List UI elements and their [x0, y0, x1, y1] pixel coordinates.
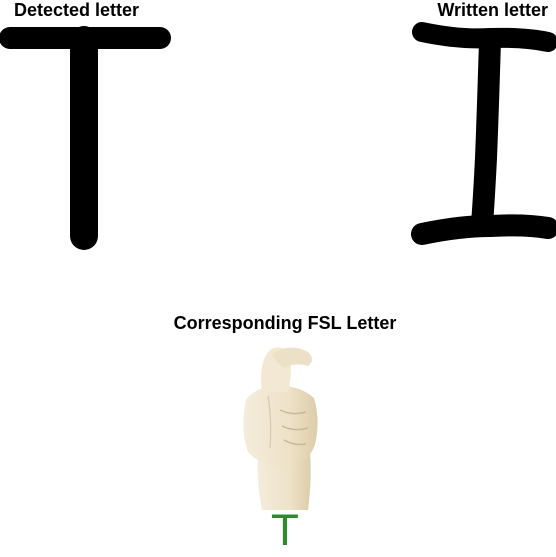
fsl-letter-heading: Corresponding FSL Letter [173, 313, 397, 333]
written-letter-glyph [411, 22, 556, 245]
fsl-caption-letter: T [272, 506, 298, 555]
fsl-hand-sign-t-icon [243, 347, 318, 510]
detected-letter-glyph [0, 26, 171, 250]
written-letter-heading: Written letter [437, 0, 548, 20]
written-letter-bottom-bar [411, 214, 556, 245]
detected-letter-heading: Detected letter [14, 0, 140, 20]
written-letter-stem [471, 29, 501, 235]
